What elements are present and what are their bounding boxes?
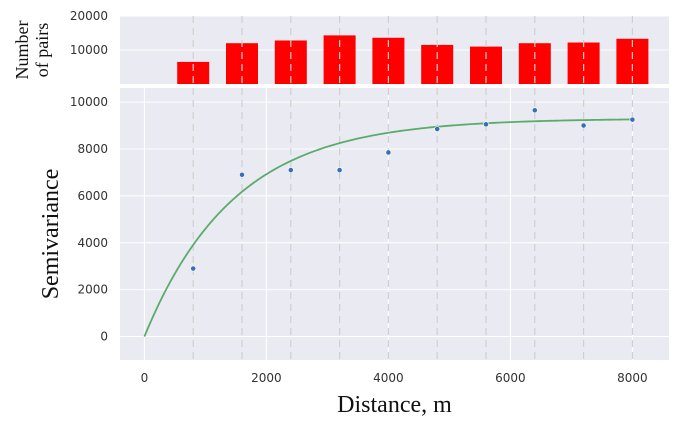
pair-count-bar [177, 61, 210, 84]
pair-count-panel: 10000 20000 [70, 9, 669, 84]
y-tick-label: 6000 [77, 189, 108, 203]
empirical-point [287, 167, 294, 173]
empirical-point [190, 265, 197, 272]
empirical-point [336, 167, 343, 173]
x-tick-label: 4000 [373, 371, 404, 385]
top-y-tick-label: 20000 [70, 9, 108, 23]
y-tick-label: 0 [100, 330, 108, 344]
x-tick-label: 2000 [251, 371, 282, 385]
top-y-axis-label-line2: of pairs [32, 23, 52, 77]
empirical-point [531, 107, 538, 114]
y-axis-label: Semivariance [38, 169, 64, 300]
empirical-point [629, 116, 636, 123]
empirical-point [580, 122, 587, 129]
y-tick-label: 2000 [77, 283, 108, 297]
y-tick-label: 8000 [77, 142, 108, 156]
bottom-panel-background [120, 88, 669, 360]
top-y-axis-label-line1: Number [12, 21, 32, 80]
x-tick-label: 0 [141, 371, 149, 385]
y-tick-label: 10000 [70, 95, 108, 109]
empirical-point [239, 171, 245, 178]
fitted-model-curve [143, 118, 633, 337]
top-y-tick-label: 10000 [70, 43, 108, 57]
empirical-point [385, 149, 392, 156]
x-tick-label: 8000 [617, 371, 648, 385]
empirical-point [434, 126, 441, 132]
empirical-point [483, 121, 489, 128]
x-tick-label: 6000 [495, 371, 526, 385]
semivariance-panel: 0 2000 4000 6000 8000 10000 0 2000 4000 6000 8000 [70, 88, 669, 385]
y-tick-label: 4000 [77, 236, 108, 250]
x-axis-label: Distance, m [337, 392, 452, 418]
